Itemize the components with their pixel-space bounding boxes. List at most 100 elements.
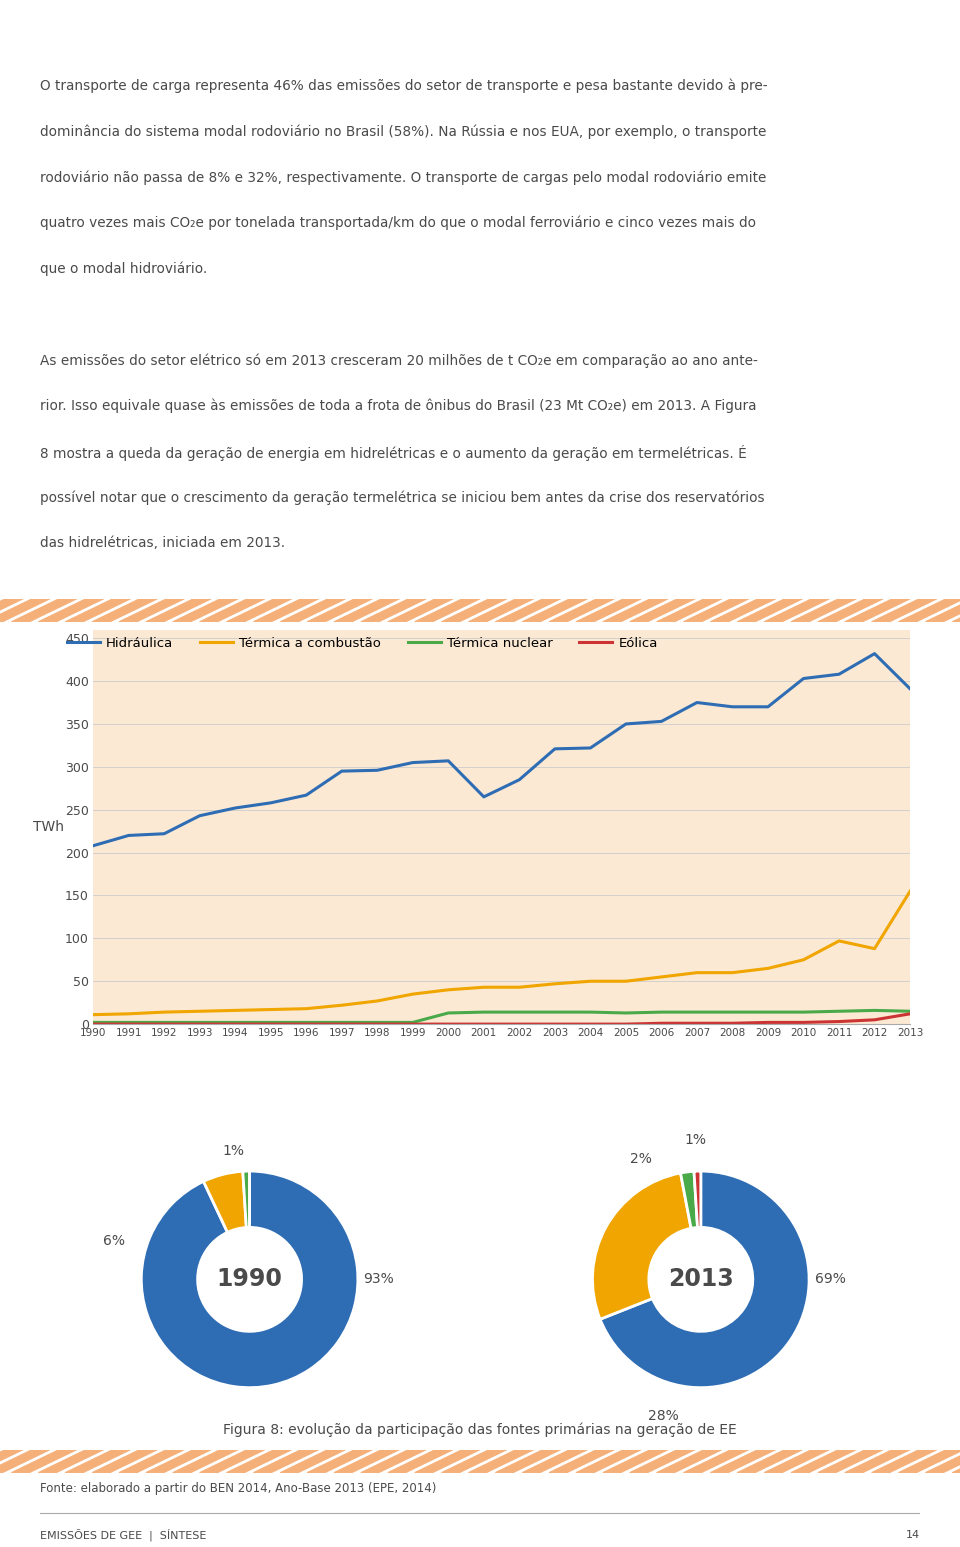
Térmica nuclear	[514, 1002, 525, 1021]
Polygon shape	[764, 1450, 829, 1473]
Hidráulica	[123, 826, 134, 845]
Line: Eólica: Eólica	[93, 1013, 910, 1024]
Text: 28%: 28%	[648, 1409, 679, 1423]
Text: Fonte: elaborado a partir do BEN 2014, Ano-Base 2013 (EPE, 2014): Fonte: elaborado a partir do BEN 2014, A…	[40, 1482, 437, 1494]
Text: 1%: 1%	[223, 1145, 245, 1159]
Térmica nuclear	[158, 1013, 170, 1032]
Polygon shape	[173, 1450, 238, 1473]
Térmica nuclear	[656, 1002, 667, 1021]
Eólica	[443, 1015, 454, 1033]
Térmica a combustão	[869, 939, 880, 958]
Hidráulica	[585, 739, 596, 758]
Eólica	[229, 1015, 241, 1033]
Polygon shape	[200, 1450, 265, 1473]
Polygon shape	[227, 1450, 292, 1473]
Hidráulica	[798, 670, 809, 688]
Térmica nuclear	[87, 1013, 99, 1032]
Térmica nuclear	[443, 1004, 454, 1023]
Térmica nuclear	[620, 1004, 632, 1023]
Text: dominância do sistema modal rodoviário no Brasil (58%). Na Rússia e nos EUA, por: dominância do sistema modal rodoviário n…	[40, 124, 767, 139]
Polygon shape	[280, 599, 346, 622]
Text: 1990: 1990	[217, 1267, 282, 1292]
Térmica a combustão	[904, 882, 916, 900]
Hidráulica	[478, 787, 490, 806]
Térmica a combustão	[727, 964, 738, 982]
Polygon shape	[522, 1450, 588, 1473]
Eólica	[407, 1015, 419, 1033]
Hidráulica	[194, 806, 205, 825]
Térmica nuclear	[336, 1013, 348, 1032]
Polygon shape	[791, 599, 856, 622]
Wedge shape	[204, 1171, 247, 1233]
Text: 93%: 93%	[363, 1272, 394, 1287]
Térmica nuclear	[691, 1002, 703, 1021]
Wedge shape	[600, 1171, 809, 1388]
Térmica nuclear	[869, 1001, 880, 1019]
Polygon shape	[307, 1450, 372, 1473]
Polygon shape	[119, 1450, 184, 1473]
Polygon shape	[495, 599, 561, 622]
Polygon shape	[764, 599, 829, 622]
Polygon shape	[334, 599, 399, 622]
Eólica	[514, 1015, 525, 1033]
Legend: Hidráulica, Térmica a combustão, Térmica nuclear, Eólica: Hidráulica, Térmica a combustão, Térmica…	[61, 631, 663, 654]
Text: rodoviário não passa de 8% e 32%, respectivamente. O transporte de cargas pelo m: rodoviário não passa de 8% e 32%, respec…	[40, 170, 767, 184]
Eólica	[762, 1013, 774, 1032]
Hidráulica	[727, 698, 738, 716]
Polygon shape	[38, 1450, 104, 1473]
Polygon shape	[442, 599, 507, 622]
Térmica a combustão	[478, 978, 490, 996]
Polygon shape	[818, 599, 883, 622]
Polygon shape	[146, 1450, 211, 1473]
Polygon shape	[442, 1450, 507, 1473]
Polygon shape	[737, 599, 803, 622]
Hidráulica	[443, 752, 454, 770]
Eólica	[478, 1015, 490, 1033]
Polygon shape	[12, 599, 77, 622]
Térmica nuclear	[123, 1013, 134, 1032]
Térmica nuclear	[904, 1002, 916, 1021]
Térmica a combustão	[265, 1001, 276, 1019]
Hidráulica	[372, 761, 383, 780]
Térmica nuclear	[549, 1002, 561, 1021]
Eólica	[833, 1012, 845, 1030]
Eólica	[727, 1013, 738, 1032]
Polygon shape	[630, 1450, 695, 1473]
Eólica	[904, 1004, 916, 1023]
Polygon shape	[818, 1450, 883, 1473]
Polygon shape	[65, 599, 131, 622]
Text: 1%: 1%	[684, 1134, 707, 1148]
Polygon shape	[38, 599, 104, 622]
Text: 2%: 2%	[631, 1151, 652, 1166]
Polygon shape	[65, 1450, 131, 1473]
Eólica	[123, 1015, 134, 1033]
Eólica	[194, 1015, 205, 1033]
Polygon shape	[872, 599, 937, 622]
Polygon shape	[845, 599, 910, 622]
Térmica a combustão	[762, 959, 774, 978]
Térmica a combustão	[620, 972, 632, 990]
Polygon shape	[603, 1450, 668, 1473]
Polygon shape	[630, 599, 695, 622]
Térmica a combustão	[443, 981, 454, 999]
Eólica	[869, 1010, 880, 1029]
Polygon shape	[307, 599, 372, 622]
Polygon shape	[899, 1450, 960, 1473]
Polygon shape	[684, 599, 749, 622]
Text: rior. Isso equivale quase às emissões de toda a frota de ônibus do Brasil (23 Mt: rior. Isso equivale quase às emissões de…	[40, 399, 756, 413]
Polygon shape	[146, 599, 211, 622]
Eólica	[265, 1015, 276, 1033]
Térmica nuclear	[478, 1002, 490, 1021]
Hidráulica	[833, 665, 845, 684]
Polygon shape	[253, 599, 319, 622]
Térmica a combustão	[656, 968, 667, 987]
Polygon shape	[576, 1450, 641, 1473]
Hidráulica	[656, 712, 667, 730]
Térmica nuclear	[300, 1013, 312, 1032]
Hidráulica	[265, 794, 276, 812]
Line: Hidráulica: Hidráulica	[93, 654, 910, 846]
Hidráulica	[336, 761, 348, 780]
Térmica a combustão	[691, 964, 703, 982]
Térmica nuclear	[194, 1013, 205, 1032]
Polygon shape	[576, 599, 641, 622]
